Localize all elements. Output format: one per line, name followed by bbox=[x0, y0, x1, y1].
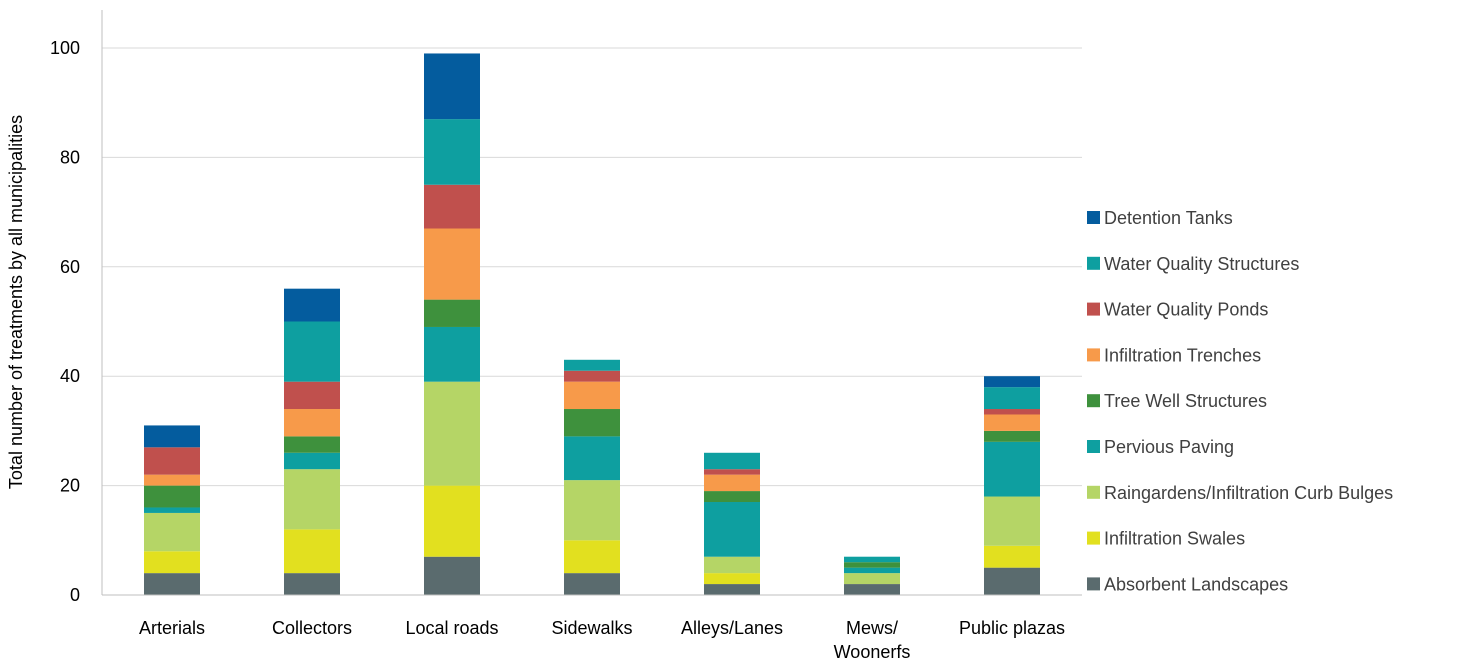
legend-swatch bbox=[1087, 440, 1100, 453]
legend-label: Water Quality Structures bbox=[1104, 254, 1299, 274]
bar-segment bbox=[424, 299, 480, 327]
x-tick-label: Alleys/Lanes bbox=[681, 618, 783, 638]
bar-segment bbox=[704, 502, 760, 557]
bar-segment bbox=[284, 529, 340, 574]
x-tick-label: Public plazas bbox=[959, 618, 1065, 638]
bar-segment bbox=[144, 507, 200, 513]
bar-segment bbox=[704, 584, 760, 595]
legend-label: Detention Tanks bbox=[1104, 208, 1233, 228]
y-tick-label: 100 bbox=[50, 38, 80, 58]
bar-segment bbox=[284, 381, 340, 410]
legend-label: Infiltration Trenches bbox=[1104, 345, 1261, 365]
bar-segment bbox=[284, 573, 340, 595]
bar-segment bbox=[704, 469, 760, 475]
y-tick-label: 20 bbox=[60, 476, 80, 496]
bar-segment bbox=[424, 184, 480, 229]
bar-segment bbox=[564, 573, 620, 595]
bar-segment bbox=[424, 485, 480, 557]
legend-swatch bbox=[1087, 485, 1100, 499]
bar-segment bbox=[284, 436, 340, 453]
bar-segment bbox=[984, 387, 1040, 410]
bar-segment bbox=[144, 485, 200, 508]
legend-swatch bbox=[1087, 211, 1100, 224]
bar-segment bbox=[984, 441, 1040, 497]
bar-segment bbox=[704, 556, 760, 574]
y-tick-label: 80 bbox=[60, 147, 80, 167]
bar-segment bbox=[844, 556, 900, 563]
legend-label: Absorbent Landscapes bbox=[1104, 574, 1288, 594]
bar-segment bbox=[424, 228, 480, 300]
bar-segment bbox=[144, 551, 200, 574]
bar-segment bbox=[284, 288, 340, 322]
bar-segment bbox=[564, 540, 620, 574]
bar-segment bbox=[284, 469, 340, 530]
bar-segment bbox=[984, 414, 1040, 431]
bar-segment bbox=[844, 584, 900, 595]
bar-segment bbox=[284, 409, 340, 437]
bar-segment bbox=[144, 425, 200, 448]
legend-swatch bbox=[1087, 577, 1100, 591]
bar-segment bbox=[144, 474, 200, 486]
bar-segment bbox=[564, 409, 620, 437]
legend-label: Pervious Paving bbox=[1104, 437, 1234, 457]
y-axis-title: Total number of treatments by all munici… bbox=[6, 115, 26, 489]
legend-label: Tree Well Structures bbox=[1104, 391, 1267, 411]
x-tick-label: Arterials bbox=[139, 618, 205, 638]
bar-segment bbox=[424, 556, 480, 595]
bar-segment bbox=[984, 545, 1040, 568]
legend-swatch bbox=[1087, 531, 1100, 545]
bar-segment bbox=[564, 480, 620, 541]
bar-segment bbox=[984, 496, 1040, 546]
legend: Detention Tanks Water Quality Structures W… bbox=[1087, 208, 1393, 594]
bar-segment bbox=[984, 376, 1040, 388]
legend-label: Infiltration Swales bbox=[1104, 529, 1245, 549]
bar-segment bbox=[284, 321, 340, 382]
bar-segment bbox=[704, 573, 760, 585]
bar-segment bbox=[844, 573, 900, 585]
bar-segment bbox=[984, 430, 1040, 442]
x-tick-label: Collectors bbox=[272, 618, 352, 638]
bars bbox=[144, 53, 1040, 595]
y-tick-label: 40 bbox=[60, 366, 80, 386]
y-tick-labels: 0 20 40 60 80 100 bbox=[50, 38, 80, 605]
bar-segment bbox=[424, 381, 480, 486]
bar-segment bbox=[144, 447, 200, 475]
bar-segment bbox=[704, 452, 760, 470]
legend-swatch bbox=[1087, 348, 1100, 362]
bar-segment bbox=[144, 573, 200, 595]
legend-label: Raingardens/Infiltration Curb Bulges bbox=[1104, 483, 1393, 503]
gridlines bbox=[102, 47, 1082, 487]
bar-segment bbox=[424, 119, 480, 185]
y-tick-label: 60 bbox=[60, 257, 80, 277]
legend-label: Water Quality Ponds bbox=[1104, 300, 1268, 320]
x-tick-labels: Arterials Collectors Local roads Sidewalks A… bbox=[139, 618, 1065, 662]
bar-segment bbox=[984, 567, 1040, 595]
bar-segment bbox=[424, 326, 480, 382]
bar-segment bbox=[284, 452, 340, 470]
bar-segment bbox=[564, 370, 620, 382]
legend-swatch bbox=[1087, 394, 1100, 408]
bar-segment bbox=[704, 474, 760, 492]
legend-swatch bbox=[1087, 302, 1100, 316]
y-tick-label: 0 bbox=[70, 585, 80, 605]
bar-segment bbox=[704, 491, 760, 503]
bar-segment bbox=[984, 409, 1040, 415]
bar-segment bbox=[564, 359, 620, 371]
x-tick-label: Sidewalks bbox=[551, 618, 632, 638]
bar-segment bbox=[564, 436, 620, 481]
legend-swatch bbox=[1087, 256, 1100, 270]
bar-segment bbox=[844, 562, 900, 568]
bar-segment bbox=[844, 567, 900, 574]
x-tick-label: Local roads bbox=[405, 618, 498, 638]
bar-segment bbox=[144, 512, 200, 552]
x-tick-label: Mews/Woonerfs bbox=[834, 618, 911, 662]
bar-segment bbox=[424, 53, 480, 120]
bar-segment bbox=[564, 381, 620, 410]
